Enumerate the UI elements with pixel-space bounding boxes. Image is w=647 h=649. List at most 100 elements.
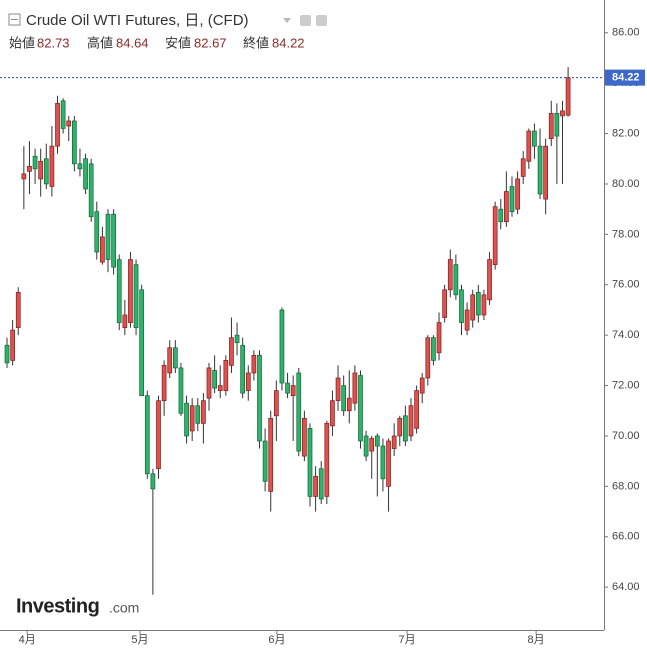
candle-body [144, 395, 150, 475]
collapse-icon[interactable] [8, 13, 21, 26]
candle-body [279, 309, 285, 384]
candle-body [10, 329, 15, 361]
candle-body [285, 382, 290, 394]
candle-body [273, 390, 279, 417]
candle-body [520, 158, 526, 177]
candle-body [330, 400, 335, 427]
low-value: 82.67 [194, 35, 227, 50]
candle-body [532, 130, 537, 147]
candle-body [66, 120, 72, 127]
candle-body [189, 405, 195, 432]
gear-icon[interactable] [316, 15, 327, 26]
x-tick-label: 6月 [268, 634, 285, 646]
candle-body [217, 385, 223, 391]
candle-body [369, 438, 375, 452]
candle-body [111, 213, 116, 268]
candle-body [537, 145, 543, 195]
candle-body [262, 440, 268, 482]
candle-body [122, 314, 128, 328]
y-tick-label: 86.00 [612, 27, 640, 39]
candle-body [38, 160, 44, 180]
candle-body [408, 405, 414, 437]
candle-body [60, 100, 66, 129]
candle-body [515, 178, 520, 210]
candle-body [352, 372, 358, 404]
candle-body [391, 435, 397, 449]
candle-body [374, 435, 380, 447]
y-tick-label: 76.00 [612, 279, 640, 291]
candle-body [470, 294, 476, 321]
candle-body [55, 102, 60, 147]
candle-body [459, 289, 464, 323]
high-value: 84.64 [116, 35, 149, 50]
ohlc-legend: 始値 82.73 高値 84.64 安値 82.67 終値 84.22 [9, 35, 305, 50]
candle-body [504, 191, 509, 223]
x-tick-label: 8月 [528, 634, 545, 646]
y-tick-label: 80.00 [612, 178, 640, 190]
high-label: 高値 [87, 35, 113, 50]
candle-body [27, 165, 32, 172]
candle-body [453, 264, 459, 296]
candle-body [492, 206, 498, 265]
last-price-box [605, 69, 645, 86]
candle-body [257, 354, 262, 442]
candle-body [358, 375, 363, 442]
open-label: 始値 [9, 35, 35, 50]
x-tick-label: 7月 [398, 634, 415, 646]
candle-body [296, 372, 302, 452]
low-label: 安値 [165, 35, 191, 50]
candle-body [487, 259, 492, 301]
candle-body [363, 435, 369, 457]
candle-body [442, 289, 448, 318]
candle-body [234, 334, 240, 344]
candle-body [509, 186, 515, 213]
candle-body [346, 397, 352, 412]
candle-body [475, 291, 481, 316]
candle-body [139, 289, 145, 396]
close-value: 84.22 [272, 35, 305, 50]
y-tick-label: 82.00 [612, 127, 640, 139]
candle-body [32, 155, 38, 170]
candle-body [526, 130, 532, 162]
candle-body [4, 344, 10, 364]
candle-body [167, 347, 173, 374]
candle-body [88, 163, 94, 218]
candle-body [116, 259, 122, 323]
candle-body [128, 259, 133, 323]
candle-body [21, 173, 27, 180]
candle-body [268, 417, 274, 492]
candle-body [548, 113, 554, 139]
candle-body [212, 370, 217, 389]
candle-body [414, 390, 419, 429]
y-tick-label: 78.00 [612, 228, 640, 240]
chart-title: Crude Oil WTI Futures, 日, (CFD) [26, 12, 249, 29]
candle-body [195, 405, 201, 424]
candle-body [77, 163, 83, 170]
candle-body [150, 473, 156, 490]
candle-body [425, 337, 431, 379]
dropdown-icon[interactable] [283, 18, 291, 23]
logo-suffix: .com [109, 600, 139, 616]
logo-main: Investing [16, 595, 99, 617]
candle-body [386, 440, 391, 487]
candle-body [223, 360, 229, 391]
candle-body [83, 158, 88, 190]
candle-body [133, 264, 139, 328]
candle-body [161, 365, 167, 402]
candle-body [290, 385, 296, 396]
candle-body [105, 213, 111, 260]
settings-icon[interactable] [300, 15, 311, 26]
candle-body [397, 417, 403, 437]
candle-body [335, 377, 341, 402]
candles [4, 67, 571, 595]
candle-body [15, 291, 21, 328]
open-value: 82.73 [37, 35, 70, 50]
candle-body [49, 145, 55, 187]
y-tick-label: 72.00 [612, 379, 640, 391]
candle-body [318, 468, 324, 500]
candle-body [464, 309, 470, 331]
candle-body [240, 344, 246, 394]
candle-body [94, 211, 100, 253]
candle-body [245, 372, 251, 391]
candle-body [229, 337, 234, 366]
